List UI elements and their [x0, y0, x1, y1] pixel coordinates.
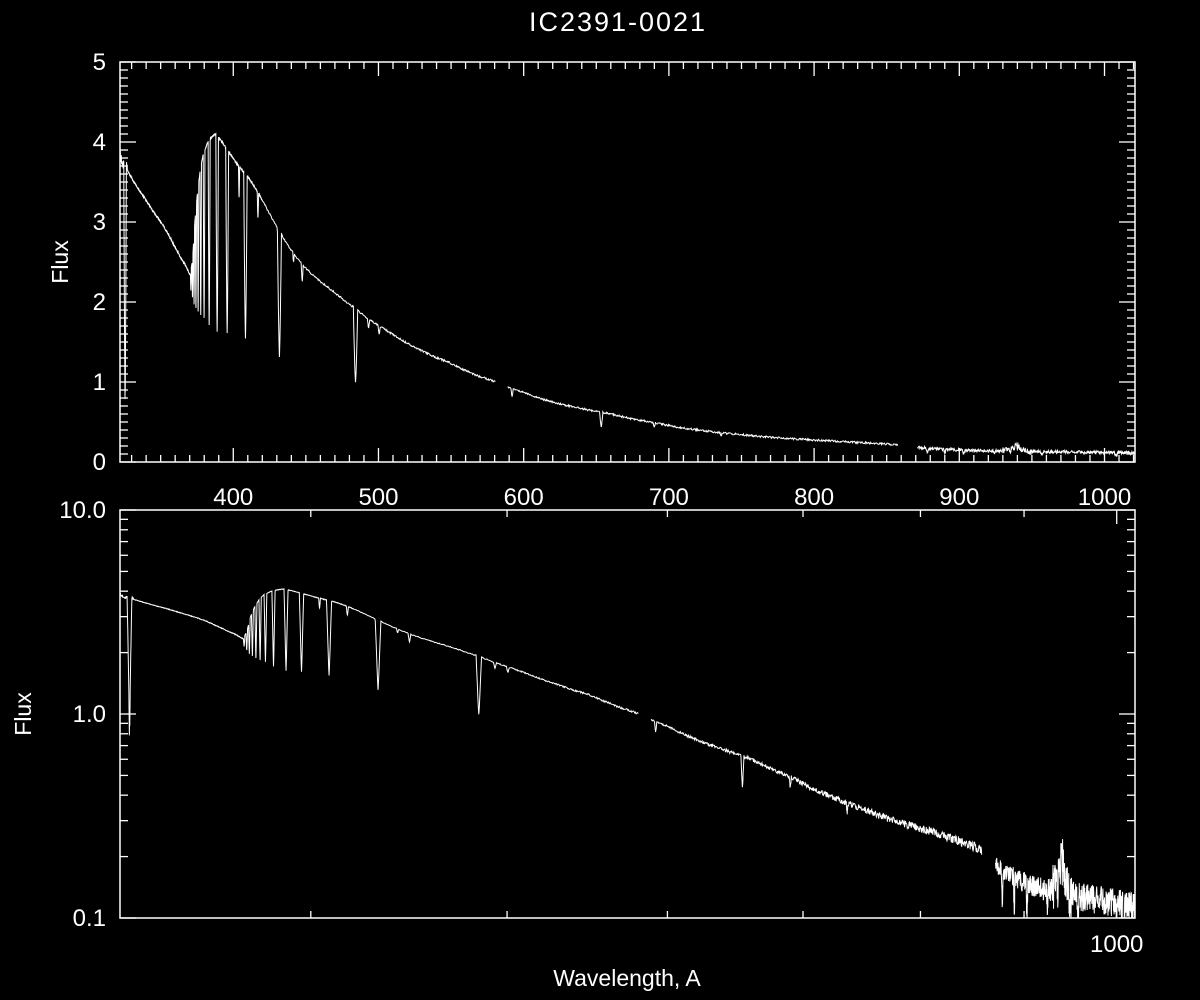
y-tick-label: 5 — [93, 49, 106, 76]
y-tick-label: 10.0 — [59, 497, 106, 524]
top-y-axis-label: Flux — [47, 240, 73, 284]
x-tick-label: 400 — [213, 484, 253, 511]
x-tick-label: 800 — [794, 484, 834, 511]
x-tick-label: 600 — [504, 484, 544, 511]
x-axis-label: Wavelength, A — [553, 965, 701, 991]
x-tick-label: 500 — [358, 484, 398, 511]
spectrum-curve-top — [120, 132, 1135, 458]
x-tick-label: 700 — [649, 484, 689, 511]
y-tick-label: 0 — [93, 449, 106, 476]
plot-frame-top — [119, 61, 1136, 463]
y-tick-label: 1.0 — [73, 701, 106, 728]
x-tick-label: 900 — [939, 484, 979, 511]
tick-labels-layer: 400 500 600 700 800 900 1000 0 1 2 3 4 5 1000 0.1 1.0 10… — [59, 49, 1143, 958]
chart-title: IC2391-0021 — [529, 7, 707, 37]
spectrum-layer — [120, 132, 1135, 918]
axes-layer — [119, 61, 1136, 919]
plot-frame-bottom — [119, 509, 1136, 919]
y-tick-label: 4 — [93, 129, 106, 156]
y-tick-label: 2 — [93, 289, 106, 316]
y-tick-label: 1 — [93, 369, 106, 396]
x-tick-label: 1000 — [1090, 931, 1143, 958]
spectrum-curve-bottom — [120, 588, 1135, 918]
bottom-y-axis-label: Flux — [10, 692, 36, 736]
y-tick-label: 0.1 — [73, 905, 106, 932]
y-tick-label: 3 — [93, 209, 106, 236]
x-tick-label: 1000 — [1078, 484, 1131, 511]
